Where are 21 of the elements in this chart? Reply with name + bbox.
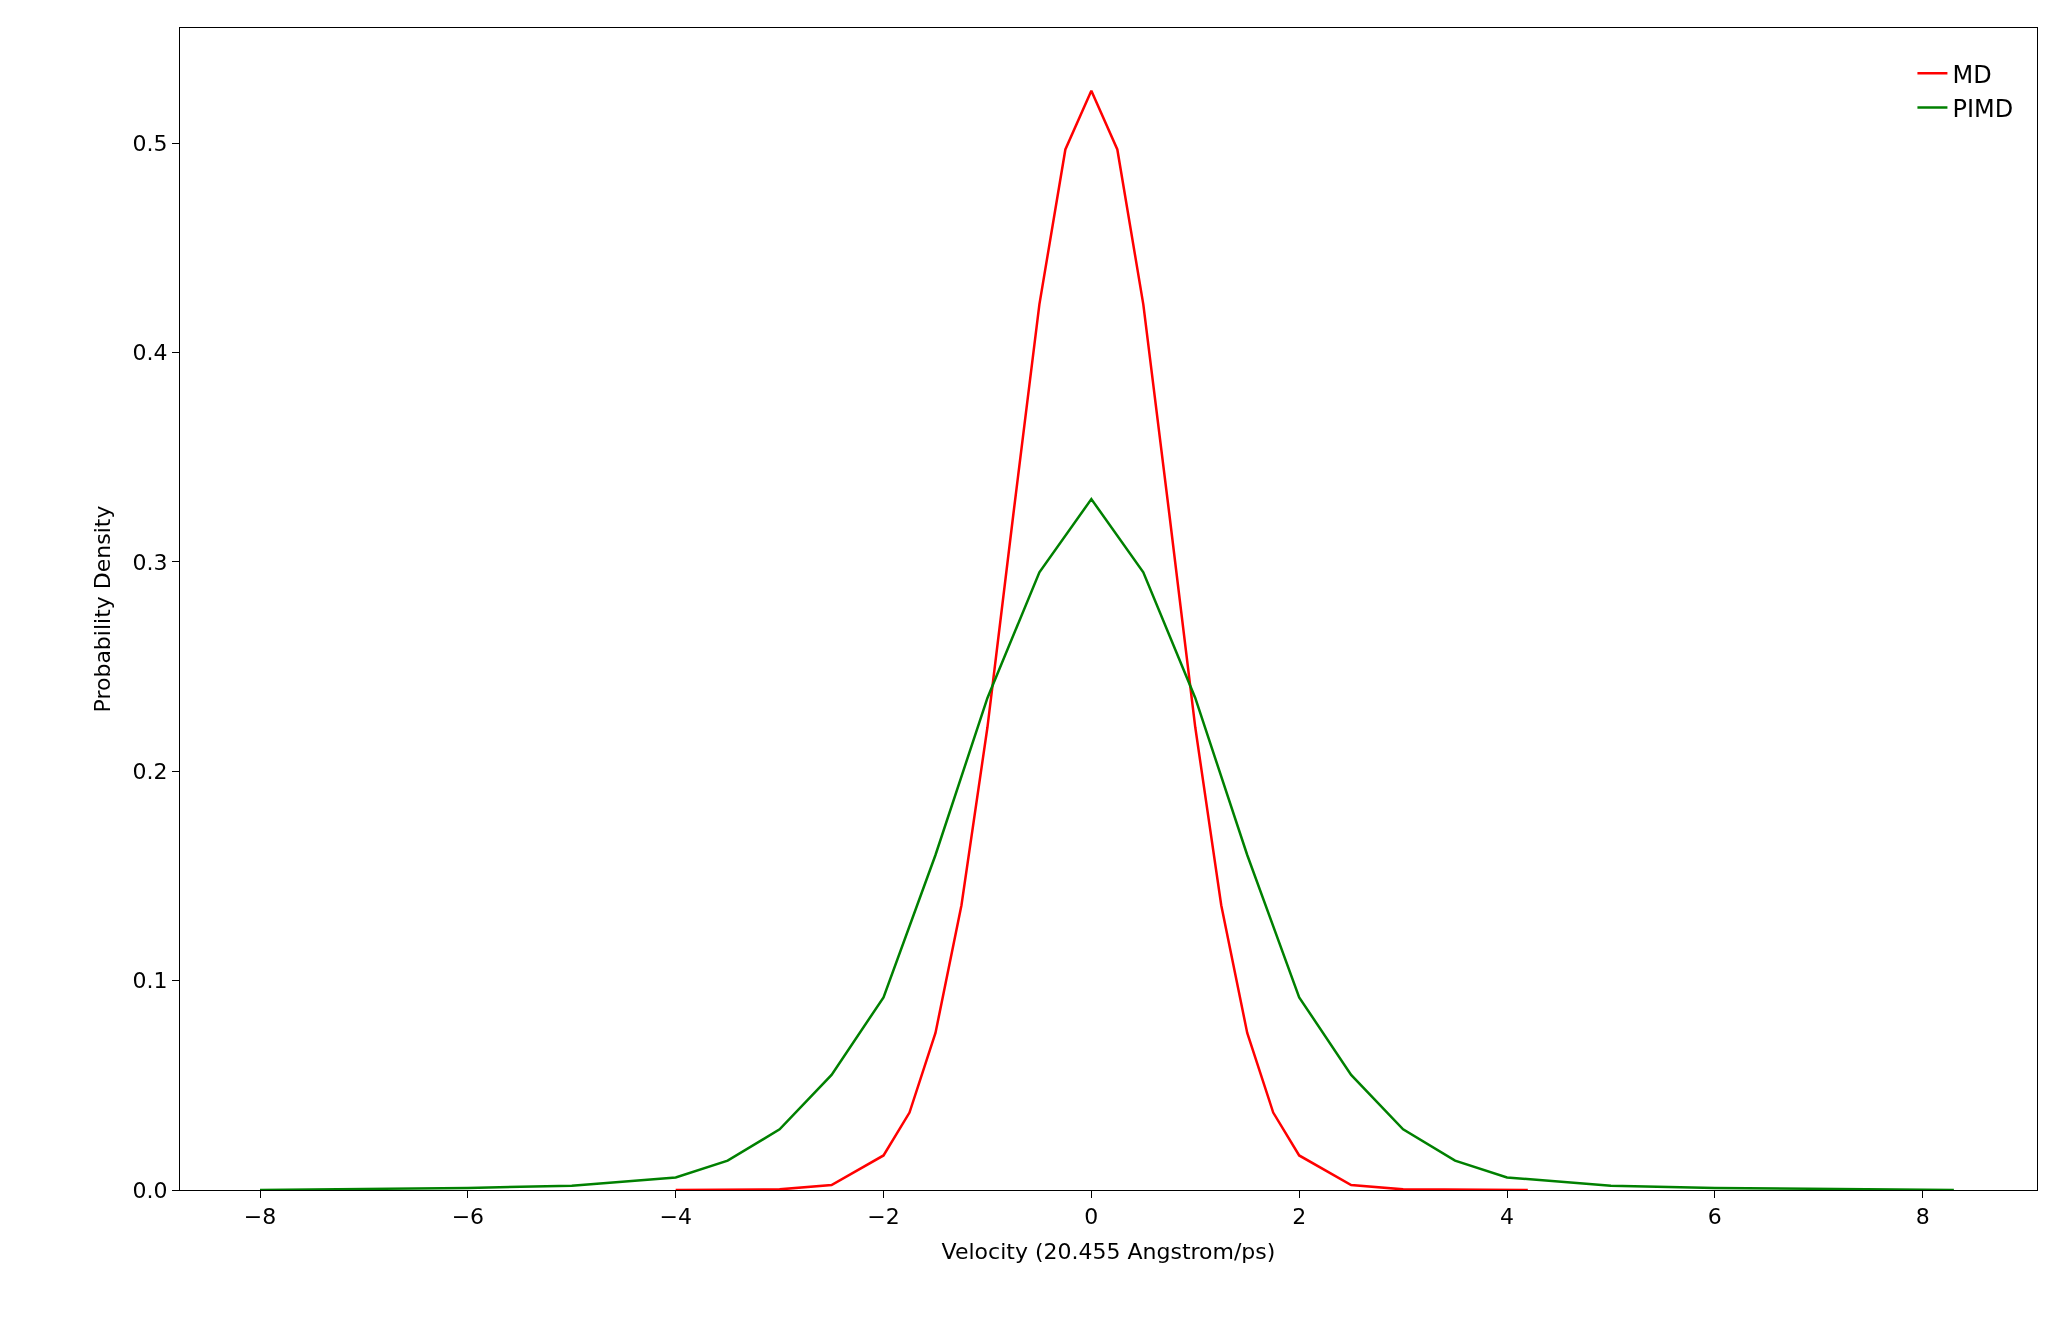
legend-label: PIMD xyxy=(1952,94,2014,123)
line-series xyxy=(258,497,1956,1190)
y-tick-label: 0.4 xyxy=(132,340,168,366)
x-axis-title: Velocity (20.455 Angstrom/ps) xyxy=(941,1239,1276,1265)
y-axis-title: Probability Density xyxy=(90,505,116,713)
x-tick-label: 8 xyxy=(1915,1204,1930,1230)
y-tick-label: 0.1 xyxy=(132,968,168,994)
y-tick-label: 0.3 xyxy=(132,549,168,575)
x-tick-label: −8 xyxy=(243,1204,277,1230)
line-series xyxy=(674,89,1530,1190)
x-tick-label: 6 xyxy=(1707,1204,1722,1230)
x-tick-label: 2 xyxy=(1292,1204,1307,1230)
y-tick-label: 0.2 xyxy=(132,758,168,784)
y-tick-label: 0.0 xyxy=(132,1177,168,1203)
y-tick-label: 0.5 xyxy=(132,130,168,156)
x-tick-label: −4 xyxy=(659,1204,692,1230)
x-tick-label: 0 xyxy=(1084,1204,1099,1230)
x-tick-label: 4 xyxy=(1500,1204,1515,1230)
x-tick-label: −2 xyxy=(867,1204,900,1230)
legend-label: MD xyxy=(1952,60,1992,89)
x-tick-label: −6 xyxy=(451,1204,485,1230)
